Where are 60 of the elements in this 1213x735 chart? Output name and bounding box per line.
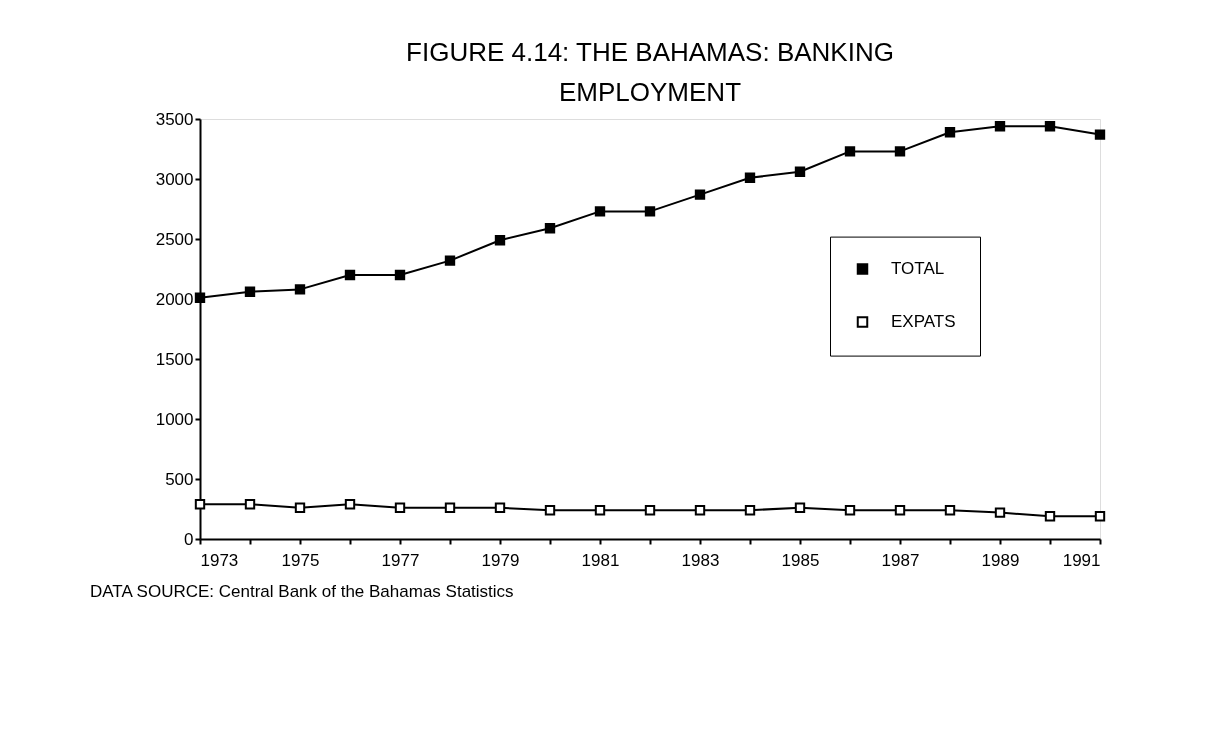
x-tick-label: 1985 [781,550,820,570]
point [294,284,306,295]
legend-label: EXPATS [891,312,956,332]
x-tick-label: 1983 [681,550,720,570]
point [594,206,606,217]
point [944,505,956,516]
point [444,255,456,266]
point [344,499,356,510]
point [194,499,206,510]
point [694,189,706,200]
point [244,499,256,510]
point [1044,121,1056,132]
point [844,146,856,157]
point [544,505,556,516]
x-tick-label: 1975 [281,550,320,570]
point [944,127,956,138]
chart-title: FIGURE 4.14: THE BAHAMAS: BANKING EMPLOYMENT [406,37,894,107]
point [494,235,506,246]
x-tick-label: 1991 [1062,550,1101,570]
point [294,502,306,513]
point [744,172,756,183]
point [544,223,556,234]
y-tick-label: 1000 [155,409,194,429]
point [994,121,1006,132]
point [694,505,706,516]
x-tick-label: 1989 [981,550,1020,570]
legend-label: TOTAL [891,259,945,279]
point [994,507,1006,518]
point [894,146,906,157]
point [1094,129,1106,140]
point [794,502,806,513]
point [1044,511,1056,522]
point [844,505,856,516]
x-tick-label: 1981 [581,550,620,570]
y-tick-label: 2500 [155,229,194,249]
point [394,502,406,513]
point [444,502,456,513]
y-tick-label: 3500 [155,109,194,129]
x-tick-label: 1977 [381,550,420,570]
y-tick-label: 1500 [155,349,194,369]
y-tick-label: 0 [184,529,194,549]
point [244,286,256,297]
point [744,505,756,516]
point [894,505,906,516]
source-note: DATA SOURCE: Central Bank of the Bahamas Statistics [90,582,514,601]
point [394,269,406,281]
x-tick-label: 1987 [881,550,920,570]
point [644,505,656,516]
y-tick-label: 3000 [155,169,194,189]
y-tick-label: 500 [165,469,194,489]
x-tick-label: 1973 [200,550,239,570]
point [194,292,206,303]
point [594,505,606,516]
y-tick-label: 2000 [155,289,194,309]
point [494,502,506,513]
point [344,269,356,281]
point [1094,511,1106,522]
point [644,206,656,217]
x-tick-label: 1979 [481,550,520,570]
point [794,166,806,177]
